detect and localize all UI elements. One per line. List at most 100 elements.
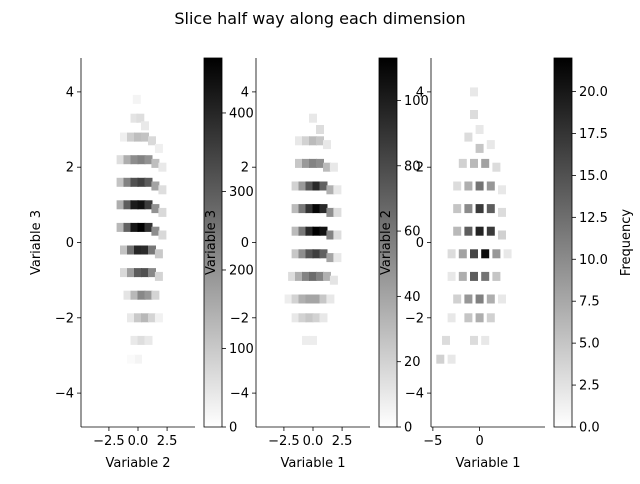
y-axis-label: Variable 3 xyxy=(204,210,219,275)
heatmap-cell xyxy=(319,294,328,304)
figure-title: Slice half way along each dimension xyxy=(174,9,465,28)
heatmap-cell xyxy=(136,113,145,123)
colorbar-tick-label: 300 xyxy=(229,185,254,200)
heatmap-cell xyxy=(481,158,490,168)
heatmap-cell xyxy=(291,204,300,214)
y-tick-label: −2 xyxy=(55,311,74,326)
heatmap-cell xyxy=(302,335,310,345)
heatmap-cell xyxy=(298,294,307,304)
heatmap-cell xyxy=(326,185,335,195)
heatmap-cell xyxy=(154,271,163,281)
heatmap-cell xyxy=(481,271,490,281)
heatmap-cell xyxy=(123,177,132,187)
heatmap-cell xyxy=(319,249,328,259)
heatmap-cell xyxy=(141,268,149,278)
heatmap-cell xyxy=(333,230,342,240)
colorbar-tick-label: 200 xyxy=(229,263,254,278)
heatmap-cell xyxy=(298,226,307,236)
colorbar-tick-label: 20.0 xyxy=(579,85,608,100)
heatmap-cell xyxy=(319,226,328,236)
heatmap-cell xyxy=(453,226,462,236)
heatmap-cell xyxy=(137,155,146,165)
heatmap-cell xyxy=(141,313,149,323)
heatmap-cell xyxy=(141,245,149,255)
heatmap-cell xyxy=(312,226,321,236)
heatmap-cell xyxy=(312,181,321,191)
heatmap-cell xyxy=(151,181,160,191)
heatmap-cell xyxy=(316,271,324,281)
heatmap-cell xyxy=(486,204,495,214)
heatmap-cell xyxy=(120,268,128,278)
x-axis-label: Variable 1 xyxy=(280,456,345,471)
heatmap-cell xyxy=(123,222,132,232)
heatmap-cell xyxy=(130,200,139,210)
heatmap-cell xyxy=(151,158,160,168)
colorbar-1: 0 100 200 300 400 xyxy=(203,57,254,436)
heatmap-cell xyxy=(470,271,478,281)
heatmap-cell xyxy=(316,136,324,146)
panel-3: −5 0 −4 −2 0 2 4 Variable 1 Variable 2 xyxy=(379,58,545,471)
colorbar-tick-label: 100 xyxy=(404,94,429,109)
heatmap-cell xyxy=(312,313,321,323)
heatmap-cell xyxy=(148,245,156,255)
heatmap-cell xyxy=(323,162,331,172)
heatmap-cell xyxy=(130,222,139,232)
heatmap-cell xyxy=(326,230,335,240)
heatmap-cell xyxy=(298,313,307,323)
heatmap-cell xyxy=(486,313,495,323)
heatmap-cell xyxy=(470,87,478,97)
heatmap-cell xyxy=(130,290,139,300)
x-tick-label: −2.5 xyxy=(268,434,300,449)
heatmap-cell xyxy=(319,204,328,214)
heatmap-cell xyxy=(312,249,321,259)
y-tick-label: −4 xyxy=(405,387,424,402)
heatmap-cell xyxy=(447,313,456,323)
heatmap-cell xyxy=(130,335,139,345)
y-tick-label: 0 xyxy=(241,236,249,251)
heatmap-cell xyxy=(464,204,473,214)
heatmap-cell xyxy=(475,125,484,134)
heatmap-cell xyxy=(326,207,335,217)
colorbar-tick-label: 400 xyxy=(229,106,254,121)
heatmap-cell xyxy=(486,140,495,150)
x-tick-label: 0.0 xyxy=(128,434,149,449)
heatmap-cell xyxy=(453,181,462,191)
heatmap-cell xyxy=(305,226,314,236)
heatmap-cell xyxy=(302,136,310,146)
heatmap-cell xyxy=(116,222,125,232)
heatmap-cell xyxy=(130,155,139,165)
heatmap-cell xyxy=(288,271,297,281)
heatmap-cell xyxy=(137,290,146,300)
y-tick-label: 0 xyxy=(66,236,74,251)
heatmap-cell xyxy=(123,200,132,210)
heatmap-cell xyxy=(498,294,506,304)
heatmap-cell xyxy=(458,158,467,168)
heatmap-cell xyxy=(470,249,478,259)
heatmap-cell xyxy=(309,113,317,123)
heatmap-cell xyxy=(305,181,314,191)
heatmap-cell xyxy=(458,271,467,281)
colorbar-label: Frequency xyxy=(619,209,634,276)
heatmap-cell xyxy=(295,271,303,281)
x-tick-label: 0.0 xyxy=(303,434,324,449)
panel-1: −2.5 0.0 2.5 −4 −2 0 2 4 Variable 2 Variable 3 xyxy=(29,58,195,471)
heatmap-cell xyxy=(319,313,328,323)
heatmap-cell xyxy=(130,177,139,187)
heatmap-cell xyxy=(498,207,506,217)
panel-2: −2.5 0.0 2.5 −4 −2 0 2 4 Variable 1 Variable 3 xyxy=(204,58,370,471)
heatmap-cell xyxy=(127,132,135,142)
heatmap-cell xyxy=(120,132,128,142)
colorbar-tick-label: 80 xyxy=(404,159,421,174)
heatmap-cell xyxy=(116,177,125,187)
heatmap-cell xyxy=(470,158,478,168)
heatmap-cell xyxy=(127,313,135,323)
heatmap-cell xyxy=(302,158,310,168)
heatmap-cell xyxy=(447,249,456,259)
heatmap-cell xyxy=(154,249,163,259)
colorbar-tick-label: 100 xyxy=(229,342,254,357)
heatmap-cell xyxy=(144,200,153,210)
x-tick-label: −5 xyxy=(423,434,442,449)
heatmap-cell xyxy=(130,113,139,123)
colorbar-tick-label: 10.0 xyxy=(579,253,608,268)
